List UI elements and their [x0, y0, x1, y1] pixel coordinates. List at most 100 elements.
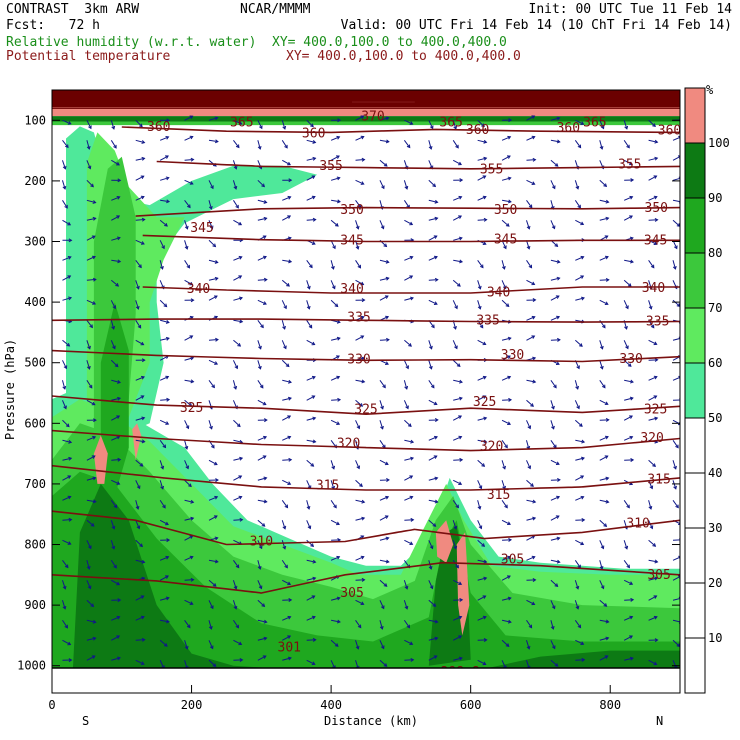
wind-vector [208, 239, 217, 248]
wind-vector [477, 217, 488, 222]
wind-vector [477, 119, 485, 128]
wind-vector [599, 277, 610, 282]
wind-vector [257, 476, 268, 481]
wind-vector [330, 280, 336, 290]
theta-contour-label: 355 [480, 162, 503, 177]
wind-vector [208, 640, 214, 650]
wind-vector [428, 418, 439, 423]
wind-vector [526, 315, 536, 321]
wind-vector [404, 219, 414, 226]
wind-vector [624, 458, 635, 462]
wind-vector [111, 615, 121, 621]
wind-vector [111, 579, 121, 586]
wind-vector [477, 139, 488, 144]
wind-vector [208, 515, 218, 521]
wind-vector [599, 140, 604, 150]
wind-vector [233, 619, 240, 629]
wind-vector [208, 659, 217, 668]
wind-vector [404, 495, 414, 501]
rh-top-pink [52, 107, 680, 117]
wind-vector [575, 219, 585, 226]
wind-vector [184, 157, 195, 162]
wind-vector [648, 375, 658, 381]
wind-vector [233, 419, 241, 428]
wind-vector [330, 299, 339, 308]
wind-vector [404, 339, 412, 347]
wind-vector [404, 119, 414, 125]
wind-vector [62, 539, 72, 545]
wind-vector [62, 658, 73, 663]
wind-vector [330, 555, 341, 561]
wind-vector [526, 356, 537, 361]
wind-vector [599, 499, 610, 504]
wind-vector [257, 319, 264, 329]
field1-title: Relative humidity (w.r.t. water) [6, 35, 257, 50]
wind-vector [159, 135, 170, 141]
wind-vector [355, 220, 360, 230]
wind-vector [574, 400, 580, 410]
theta-contour-label: 330 [501, 348, 524, 363]
wind-vector [477, 175, 487, 181]
wind-vector [282, 195, 292, 201]
wind-vector [110, 300, 117, 310]
wind-vector [599, 179, 608, 188]
wind-vector [160, 538, 171, 543]
wind-vector [135, 439, 146, 444]
wind-vector [257, 418, 268, 423]
wind-vector [110, 140, 117, 149]
wind-vector [501, 375, 512, 381]
wind-vector [379, 116, 390, 121]
wind-vector [501, 519, 511, 526]
wind-vector [233, 495, 243, 501]
wind-vector [330, 336, 341, 341]
wind-vector [110, 499, 118, 509]
wind-vector [233, 517, 244, 522]
wind-vector [86, 319, 93, 329]
wind-vector [281, 140, 288, 149]
wind-vector [233, 275, 243, 281]
theta-contour-label: 370 [361, 110, 384, 125]
wind-vector [111, 396, 122, 401]
wind-vector [111, 236, 121, 241]
wind-vector [135, 239, 145, 245]
wind-vector [599, 599, 608, 607]
y-axis: 100 200 300 400 500 600 700 800 900 1000 [17, 113, 680, 673]
wind-vector [110, 520, 116, 530]
wind-vector [62, 255, 72, 261]
ground-strip [52, 668, 680, 693]
wind-vector [306, 615, 316, 621]
theta-contour-label: 340 [340, 282, 363, 297]
theta-contour-line [142, 286, 680, 294]
wind-vector [624, 178, 635, 183]
wind-vector [404, 439, 415, 444]
wind-vector [111, 435, 121, 441]
wind-vector [306, 119, 314, 128]
wind-vector [550, 600, 556, 610]
wind-vector [281, 559, 288, 569]
wind-vector [550, 200, 555, 210]
wind-vector [330, 460, 336, 470]
wind-vector [501, 499, 508, 509]
wind-vector [379, 659, 388, 667]
wind-vector [428, 580, 434, 590]
wind-vector [330, 260, 335, 270]
wind-vector [111, 195, 121, 201]
plot-frame [51, 89, 681, 694]
wind-vector [574, 580, 580, 590]
wind-vector [624, 597, 635, 602]
wind-vector [428, 499, 439, 504]
wind-vector [550, 536, 561, 541]
wind-vector [477, 638, 488, 642]
wind-vector [135, 416, 146, 421]
wind-vector [184, 240, 189, 250]
wind-vector [257, 499, 268, 504]
wind-vector [135, 217, 146, 222]
wind-vector [282, 159, 291, 166]
wind-vector [477, 375, 487, 381]
theta-contour-line [52, 464, 680, 491]
wind-vector [648, 559, 659, 564]
wind-vector [477, 260, 484, 269]
wind-vector [477, 539, 486, 547]
rh-patch-100-right2 [456, 532, 470, 636]
wind-vector [575, 456, 585, 461]
